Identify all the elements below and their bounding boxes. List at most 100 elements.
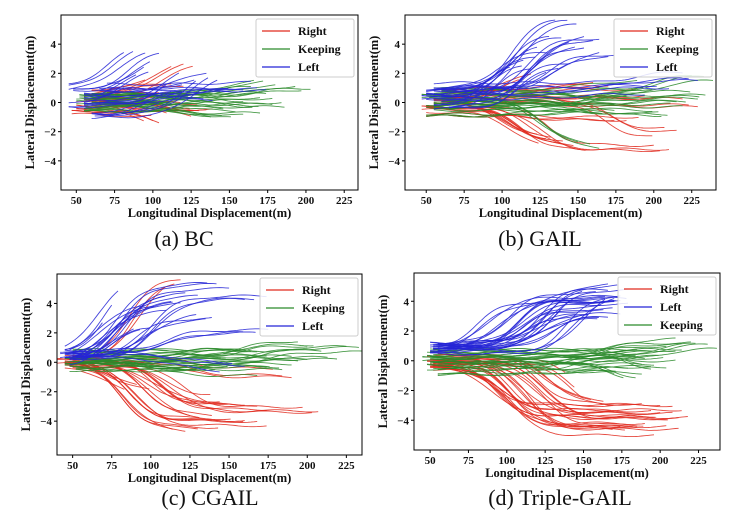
x-tick-label: 125 <box>532 195 549 207</box>
trajectory-left <box>72 353 245 367</box>
trajectory-left <box>80 328 134 357</box>
y-tick-label: −2 <box>40 387 52 399</box>
trajectory-right <box>426 359 661 415</box>
x-tick-label: 175 <box>259 195 276 207</box>
trajectory-right <box>430 366 621 419</box>
x-tick-label: 75 <box>109 195 121 207</box>
trajectory-left <box>426 92 645 101</box>
y-axis-label: Lateral Displacement(m) <box>23 36 37 170</box>
trajectory-left <box>69 305 145 351</box>
y-tick-label: 2 <box>51 68 57 80</box>
y-tick-label: 0 <box>404 356 410 368</box>
y-tick-label: 2 <box>395 68 401 80</box>
trajectory-left <box>437 309 561 351</box>
trajectory-left <box>68 52 146 90</box>
trajectory-keeping <box>441 87 627 98</box>
trajectory-keeping <box>433 96 698 105</box>
trajectory-left <box>68 51 134 86</box>
trajectory-left <box>430 299 606 353</box>
x-tick-label: 150 <box>221 195 238 207</box>
x-tick-label: 200 <box>646 195 663 207</box>
x-axis-label: Longitudinal Displacement(m) <box>128 206 292 220</box>
trajectory-left <box>441 56 609 92</box>
trajectory-left <box>448 63 571 108</box>
trajectory-left <box>73 66 144 90</box>
trajectory-keeping <box>433 360 655 366</box>
axes-frame <box>56 273 363 456</box>
trajectory-keeping <box>72 360 267 368</box>
x-tick-label: 225 <box>336 195 353 207</box>
x-tick-label: 175 <box>608 195 625 207</box>
y-axis-label: Lateral Displacement(m) <box>367 36 381 170</box>
legend-box <box>617 276 717 336</box>
trajectory-keeping <box>69 349 251 361</box>
trajectory-keeping <box>430 342 682 361</box>
y-tick-label: 4 <box>404 296 410 308</box>
x-tick-label: 100 <box>145 195 162 207</box>
legend-label-left: Left <box>298 60 319 74</box>
legend: Right Keeping Left <box>613 18 713 78</box>
x-tick-label: 150 <box>570 195 587 207</box>
x-tick-label: 50 <box>421 195 433 207</box>
trajectory-left <box>426 84 657 96</box>
trajectory-left <box>433 37 562 93</box>
trajectory-keeping <box>72 359 292 366</box>
subplot-caption: (b) GAIL <box>498 226 582 251</box>
trajectory-keeping <box>422 342 696 360</box>
x-tick-label: 225 <box>690 455 707 467</box>
legend-label-left: Left <box>302 319 323 333</box>
trajectory-left <box>441 41 569 99</box>
trajectory-keeping <box>433 99 677 106</box>
legend: Right Keeping Left <box>259 277 359 337</box>
legend: Right Left Keeping <box>617 276 717 336</box>
y-tick-label: −2 <box>388 127 400 139</box>
legend-label-right: Right <box>298 24 327 38</box>
trajectory-left <box>437 290 583 349</box>
trajectory-left <box>64 290 119 347</box>
trajectory-right <box>433 364 645 425</box>
trajectory-left <box>91 91 184 115</box>
trajectory-keeping <box>430 349 676 355</box>
x-tick-label: 150 <box>221 460 238 472</box>
trajectory-left <box>433 291 596 346</box>
trajectory-left <box>73 61 151 92</box>
trajectory-left <box>433 77 689 89</box>
trajectory-left <box>99 72 207 91</box>
subplot-c: 50 75 100 125 150 175 200 225 −4 −2 0 2 4 Longitudina… <box>19 273 363 510</box>
y-tick-label: −4 <box>397 415 409 427</box>
trajectory-left <box>72 297 245 358</box>
trajectory-left <box>64 331 244 354</box>
legend-box <box>255 18 355 78</box>
x-tick-label: 125 <box>183 195 200 207</box>
trajectory-left <box>72 351 233 364</box>
x-tick-label: 225 <box>338 460 355 472</box>
legend-label-keeping: Keeping <box>298 42 341 56</box>
legend: Right Keeping Left <box>255 18 355 78</box>
y-tick-label: 0 <box>47 357 53 369</box>
trajectory-keeping <box>433 365 642 375</box>
trajectory-left <box>106 86 257 91</box>
plot-area <box>68 51 311 124</box>
trajectory-keeping <box>69 363 270 369</box>
x-tick-label: 175 <box>260 460 277 472</box>
x-tick-label: 200 <box>652 455 669 467</box>
y-tick-label: −2 <box>397 386 409 398</box>
legend-box <box>259 277 359 337</box>
legend-label-keeping: Keeping <box>302 301 345 315</box>
trajectory-right <box>69 364 173 430</box>
x-tick-label: 125 <box>537 455 554 467</box>
trajectory-right <box>76 104 144 122</box>
trajectory-left <box>72 294 267 358</box>
legend-label-right: Right <box>660 282 689 296</box>
y-tick-label: 4 <box>47 298 53 310</box>
x-tick-label: 150 <box>575 455 592 467</box>
plot-area <box>57 279 362 432</box>
trajectory-left <box>72 357 220 373</box>
trajectory-right <box>80 363 137 385</box>
trajectory-left <box>69 301 173 366</box>
trajectory-left <box>64 304 113 351</box>
trajectory-left <box>433 299 615 350</box>
trajectory-keeping <box>437 366 629 375</box>
trajectory-right <box>80 370 125 390</box>
